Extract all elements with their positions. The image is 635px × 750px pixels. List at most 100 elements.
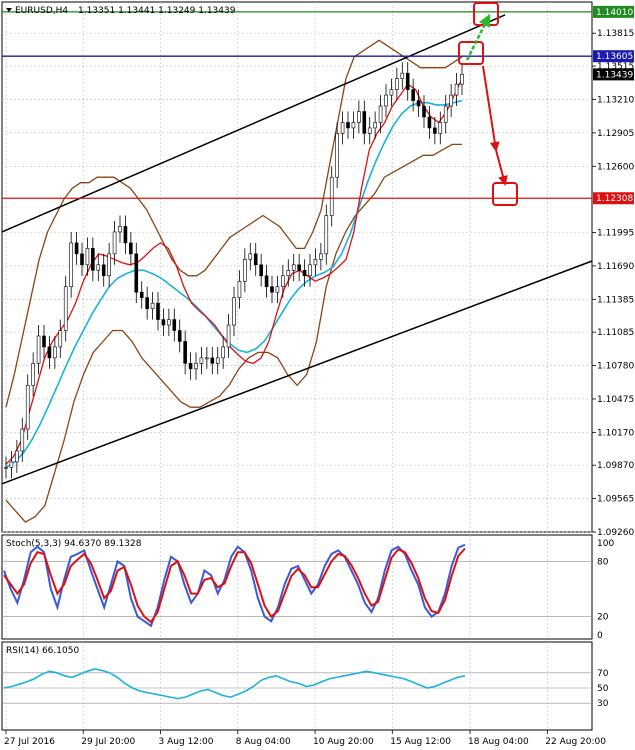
price-tick-label-14: 1.09260 (597, 528, 634, 538)
stoch-label: Stoch(5,3,3) 94.6370 89.1328 (6, 539, 142, 549)
candle-body-36 (199, 357, 204, 364)
candle-body-56 (308, 264, 312, 277)
candle-body-16 (91, 248, 95, 271)
candle-body-67 (367, 127, 372, 134)
time-axis: 27 Jul 2016 29 Jul 20:00 3 Aug 12:00 8 Aug … (4, 730, 606, 747)
bb-lower-line (5, 143, 462, 523)
candle-body-6 (36, 335, 41, 364)
candle-body-42 (232, 297, 236, 326)
ma-slow-line (5, 99, 463, 469)
level-tag-bg-0 (593, 5, 634, 18)
candle-body-75 (411, 89, 415, 101)
candle-body-84 (460, 73, 464, 85)
price-tick-label-6: 1.11690 (597, 262, 634, 272)
candle-body-18 (101, 264, 106, 277)
bollinger-bands (5, 39, 463, 523)
candle-body-17 (96, 264, 101, 271)
channel-upper-line (1, 14, 506, 233)
candle-body-73 (400, 72, 405, 79)
candle-body-74 (405, 72, 410, 90)
price-tick-label-10: 1.10475 (597, 395, 634, 405)
ma-fast-line (5, 78, 463, 465)
time-tick-label-6: 18 Aug 04:00 (468, 737, 529, 747)
dropdown-triangle-icon[interactable] (6, 8, 12, 12)
candle-body-5 (31, 363, 35, 386)
candle-body-15 (85, 248, 90, 266)
price-tick-label-12: 1.09870 (597, 461, 634, 471)
candle-body-13 (74, 242, 79, 255)
candle-body-19 (107, 253, 111, 277)
candle-body-29 (161, 319, 166, 326)
level-tag-bg-2 (593, 192, 634, 205)
candle-body-64 (351, 122, 356, 129)
candle-body-0 (4, 467, 8, 469)
candle-body-10 (58, 330, 63, 348)
candle-body-80 (438, 122, 443, 134)
annotation-arrow-red-1 (482, 65, 500, 152)
candle-body-22 (123, 226, 128, 244)
candle-body-7 (42, 335, 46, 348)
price-tick-label-8: 1.11085 (597, 328, 634, 338)
stochastic-panel: 100 80 20 0 (2, 539, 614, 641)
candle-body-70 (384, 94, 388, 107)
candle-body-72 (395, 78, 399, 90)
price-tick-label-7: 1.11385 (597, 295, 634, 305)
candle-body-11 (63, 286, 68, 331)
price-tick-label-11: 1.10170 (597, 428, 634, 438)
candle-body-33 (183, 341, 187, 364)
time-tick-label-3: 8 Aug 04:00 (236, 737, 291, 747)
candle-body-65 (357, 111, 361, 123)
candle-body-4 (25, 384, 30, 430)
candle-body-66 (362, 111, 367, 134)
rsi-label: RSI(14) 66.1050 (6, 646, 79, 656)
candle-body-57 (313, 259, 318, 266)
candle-body-69 (378, 105, 383, 123)
candle-body-41 (226, 324, 231, 348)
ohlc-readout: 1.13351 1.13441 1.13249 1.13439 (78, 6, 236, 16)
candle-body-44 (243, 259, 247, 282)
price-tick-label-0: 1.13815 (597, 29, 634, 39)
channel-lower-line (1, 260, 593, 485)
price-candles (4, 62, 464, 479)
candle-body-59 (324, 215, 329, 255)
main-panel-frame (1, 1, 593, 533)
candle-body-58 (319, 253, 323, 260)
time-tick-label-2: 3 Aug 12:00 (159, 737, 214, 747)
candle-body-51 (281, 275, 285, 288)
candle-body-23 (129, 242, 133, 255)
candle-body-81 (443, 105, 448, 123)
candle-body-24 (134, 253, 139, 293)
candle-body-62 (340, 122, 345, 134)
candle-body-60 (329, 176, 334, 216)
price-tick-label-9: 1.10780 (597, 362, 634, 372)
rsi-level-label-1: 50 (597, 684, 609, 694)
moving-averages (5, 78, 463, 469)
annotation-arrow-green (465, 13, 491, 61)
candle-body-27 (150, 302, 155, 309)
stoch-main-line (3, 543, 466, 628)
candle-body-45 (248, 253, 253, 260)
candle-body-26 (145, 297, 149, 309)
candle-body-49 (270, 286, 274, 293)
time-tick-label-1: 29 Jul 20:00 (81, 737, 135, 747)
trend-channel (1, 14, 593, 485)
price-tick-label-1: 1.13515 (597, 62, 634, 72)
annotation-box-1 (458, 41, 484, 65)
stoch-signal-line (3, 547, 466, 624)
candle-body-53 (291, 264, 296, 271)
candle-body-8 (47, 346, 52, 359)
price-axis: 1.13815 1.13515 1.13210 1.12905 1.12600 1.119… (592, 5, 634, 538)
candle-body-30 (167, 319, 171, 326)
rsi-level-label-2: 30 (597, 699, 609, 709)
candle-body-43 (237, 280, 242, 298)
candle-body-61 (335, 133, 339, 178)
price-tick-label-4: 1.12600 (597, 162, 634, 172)
level-tag-bg-1 (593, 50, 634, 63)
bb-upper-line (5, 39, 463, 408)
candle-body-35 (194, 363, 198, 370)
candle-body-31 (172, 319, 177, 331)
candle-body-9 (53, 346, 57, 359)
price-tick-label-3: 1.12905 (597, 129, 634, 139)
candle-body-2 (15, 450, 19, 463)
